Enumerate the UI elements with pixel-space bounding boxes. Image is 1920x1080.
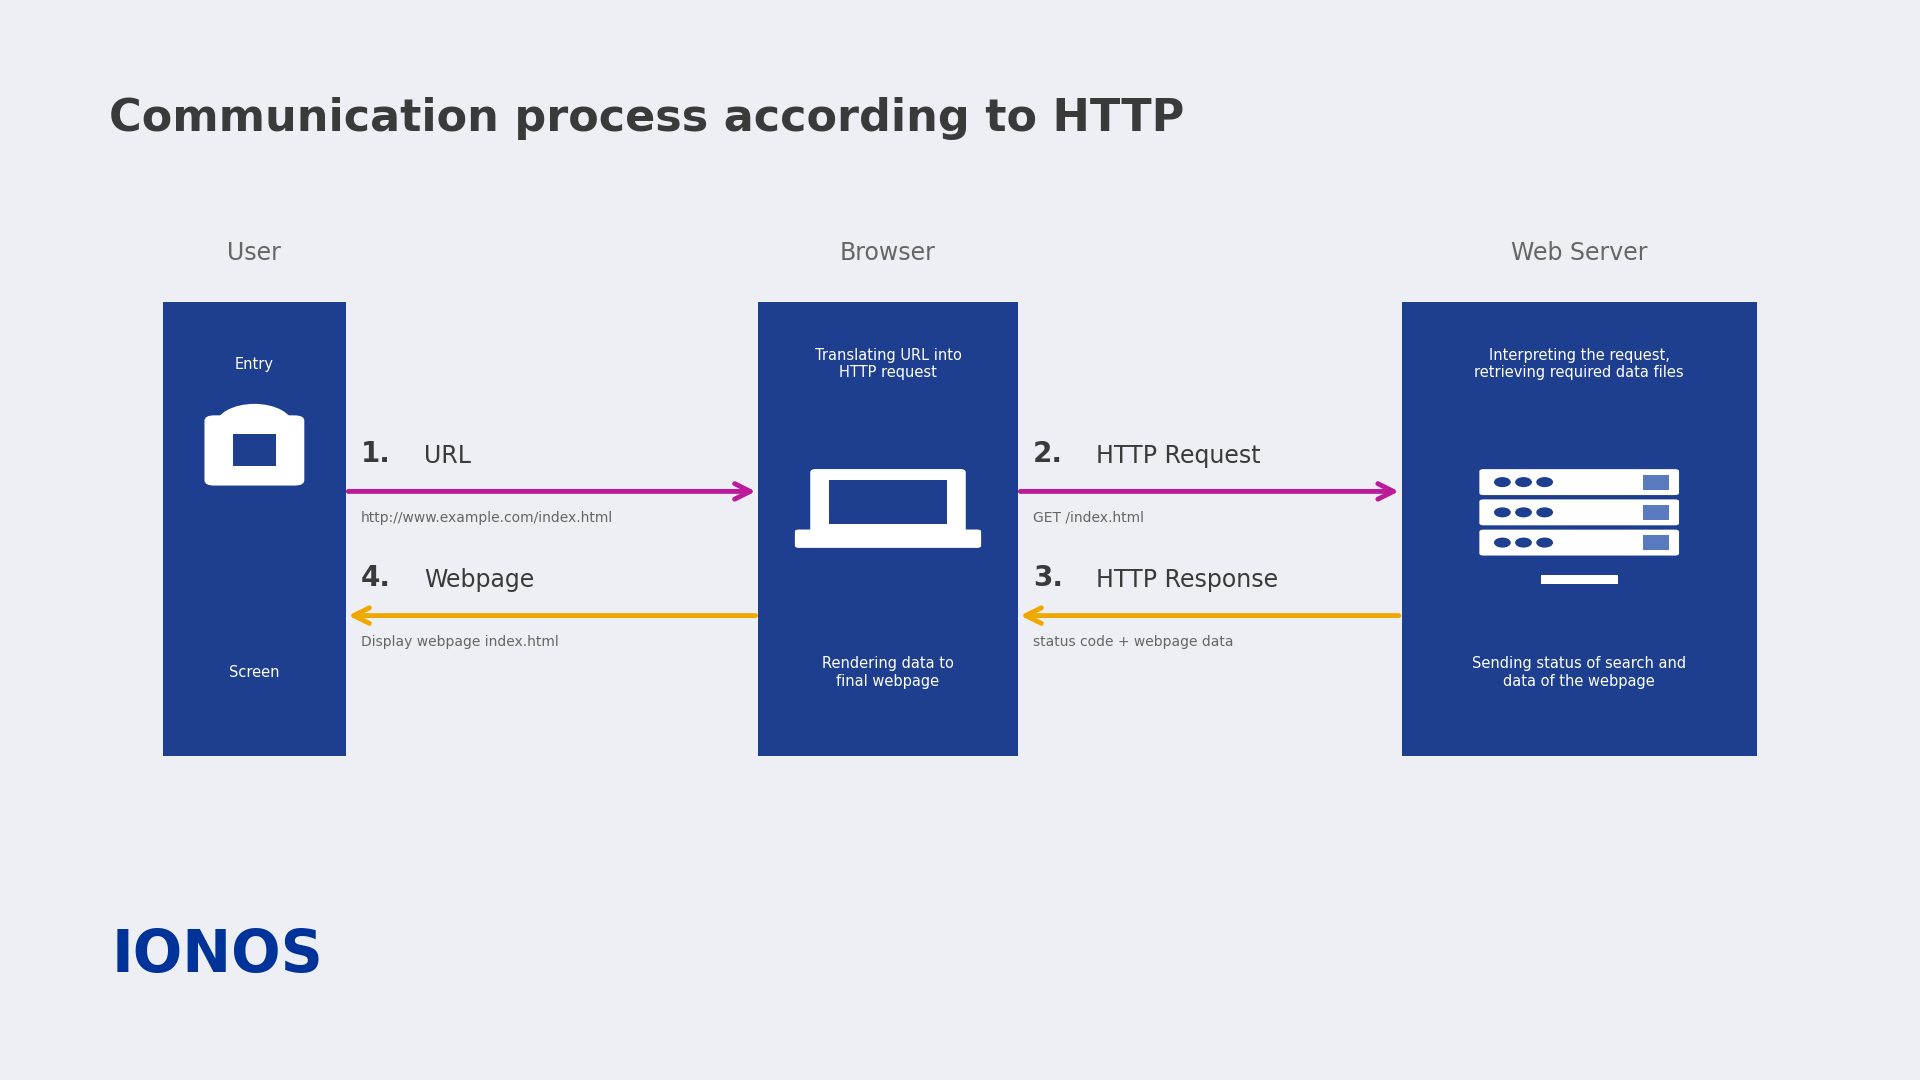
Circle shape (1517, 508, 1532, 516)
Text: GET /index.html: GET /index.html (1033, 511, 1144, 525)
FancyBboxPatch shape (1644, 504, 1670, 519)
FancyBboxPatch shape (204, 416, 303, 486)
Text: Web Server: Web Server (1511, 241, 1647, 265)
Circle shape (1517, 477, 1532, 486)
Text: 1.: 1. (361, 440, 392, 468)
FancyBboxPatch shape (163, 302, 346, 756)
Text: HTTP Request: HTTP Request (1096, 444, 1261, 468)
FancyBboxPatch shape (1644, 535, 1670, 550)
Text: 4.: 4. (361, 564, 392, 592)
Circle shape (1517, 538, 1532, 546)
Text: Entry: Entry (234, 356, 275, 372)
Text: 2.: 2. (1033, 440, 1064, 468)
Text: status code + webpage data: status code + webpage data (1033, 635, 1233, 649)
FancyBboxPatch shape (810, 469, 966, 535)
Text: Translating URL into
HTTP request: Translating URL into HTTP request (814, 348, 962, 380)
Text: Browser: Browser (841, 241, 935, 265)
FancyBboxPatch shape (1478, 499, 1678, 525)
Circle shape (1494, 538, 1509, 546)
FancyBboxPatch shape (1644, 474, 1670, 489)
Circle shape (1536, 508, 1551, 516)
Text: Screen: Screen (228, 665, 280, 680)
Text: URL: URL (424, 444, 470, 468)
FancyBboxPatch shape (1478, 529, 1678, 555)
Circle shape (1536, 477, 1551, 486)
Text: Communication process according to HTTP: Communication process according to HTTP (109, 97, 1185, 140)
Text: User: User (227, 241, 282, 265)
Text: Webpage: Webpage (424, 568, 534, 592)
FancyBboxPatch shape (795, 529, 981, 548)
Text: http://www.example.com/index.html: http://www.example.com/index.html (361, 511, 612, 525)
FancyBboxPatch shape (1402, 302, 1757, 756)
Text: IONOS: IONOS (111, 928, 323, 984)
FancyBboxPatch shape (829, 480, 947, 524)
Circle shape (1494, 477, 1509, 486)
Circle shape (215, 405, 292, 448)
Circle shape (1536, 538, 1551, 546)
Text: Sending status of search and
data of the webpage: Sending status of search and data of the… (1473, 657, 1686, 689)
Text: Interpreting the request,
retrieving required data files: Interpreting the request, retrieving req… (1475, 348, 1684, 380)
Text: 3.: 3. (1033, 564, 1064, 592)
Text: Display webpage index.html: Display webpage index.html (361, 635, 559, 649)
FancyBboxPatch shape (758, 302, 1018, 756)
FancyBboxPatch shape (1478, 469, 1678, 495)
FancyBboxPatch shape (1540, 575, 1617, 583)
FancyBboxPatch shape (234, 434, 276, 467)
Text: Rendering data to
final webpage: Rendering data to final webpage (822, 657, 954, 689)
Text: HTTP Response: HTTP Response (1096, 568, 1279, 592)
Circle shape (1494, 508, 1509, 516)
